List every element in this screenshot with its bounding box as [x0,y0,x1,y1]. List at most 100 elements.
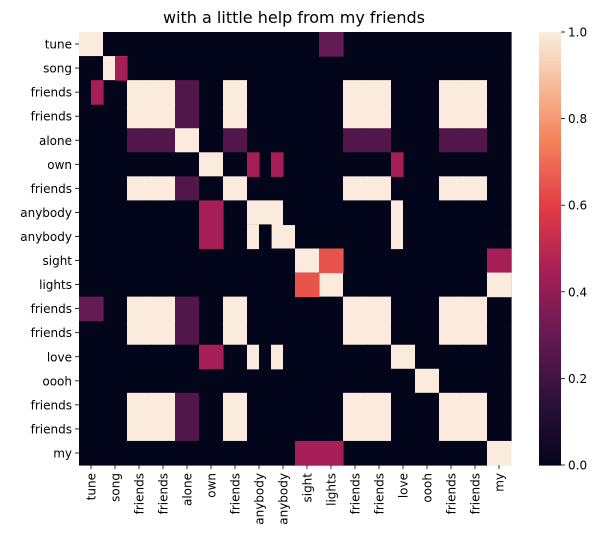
heatmap-cell [439,392,464,418]
heatmap-cell [415,128,440,153]
colorbar-segment [539,457,561,462]
heatmap-cell [127,272,152,298]
heatmap-cell [247,200,272,226]
colorbar-segment [539,111,561,116]
heatmap-cell [319,416,344,442]
heatmap-cell [403,200,416,226]
colorbar-segment [539,295,561,300]
heatmap-cell [199,248,224,274]
heatmap-cell [487,32,512,57]
heatmap-cell [415,272,440,298]
heatmap-cell [199,272,224,298]
colorbar-segment [539,374,561,379]
colorbar-segment [539,252,561,257]
heatmap-cell [463,344,488,370]
colorbar-segment [539,439,561,444]
heatmap-cell [127,128,152,153]
heatmap-cell [463,224,488,250]
heatmap-cell [367,344,392,370]
heatmap-cell [103,80,128,105]
heatmap-cell [199,152,224,177]
heatmap-cell [463,32,488,57]
heatmap-cell [271,344,284,370]
colorbar-segment [539,151,561,156]
heatmap-cell [391,152,404,177]
colorbar-segment [539,234,561,239]
heatmap-cell [223,176,248,201]
heatmap-cell [415,248,440,274]
colorbar-tick-label: 0.6 [568,199,587,213]
heatmap-cell [463,200,488,226]
heatmap-cell [295,440,320,466]
heatmap-cell [367,32,392,57]
heatmap-cell [127,416,152,442]
heatmap-cell [403,224,416,250]
colorbar-segment [539,78,561,84]
heatmap-cell [127,152,152,177]
heatmap-cell [463,128,488,153]
heatmap-cell [487,272,512,298]
heatmap-cell [343,248,368,274]
heatmap-cell [175,272,200,298]
heatmap-cell [391,104,416,129]
heatmap-cell [295,296,320,322]
colorbar-segment [539,414,561,419]
heatmap-cell [271,176,296,201]
colorbar-segment [539,345,561,351]
y-axis-ticks: tune song friends friends alone own friends any… [20,38,79,460]
heatmap-cell [175,368,200,394]
x-tick-label: lights [325,473,339,506]
heatmap-cell [175,296,200,322]
y-tick-label: friends [31,302,72,316]
heatmap-cell [367,104,392,129]
heatmap-cell [439,416,464,442]
colorbar-segment [539,299,561,304]
chart-title: with a little help from my friends [163,8,425,27]
heatmap-cell [151,440,176,466]
heatmap-cell [367,272,392,298]
heatmap-cell [271,152,284,177]
colorbar-segment [539,262,561,268]
colorbar-segment [539,201,561,206]
colorbar-segment [539,64,561,69]
colorbar-segment [539,392,561,398]
colorbar-segment [539,216,561,221]
heatmap-cell [295,320,320,346]
heatmap-cell [391,440,416,466]
colorbar-segment [539,89,561,94]
heatmap-cell [367,296,392,322]
colorbar-segment [539,183,561,188]
heatmap-cell [487,368,512,394]
heatmap-cell [199,344,224,370]
colorbar-segment [539,360,561,365]
y-tick-label: friends [31,182,72,196]
heatmap-cell [175,104,200,129]
heatmap-cell [247,440,272,466]
heatmap-cell [439,344,464,370]
heatmap-cell [271,392,296,418]
colorbar-segment [539,82,561,87]
colorbar-segment [539,461,561,466]
colorbar-segment [539,244,561,250]
heatmap-cell [199,392,224,418]
colorbar-segment [539,161,561,167]
x-tick-label: tune [85,473,99,500]
colorbar-segment [539,313,561,318]
heatmap-cell [487,128,512,153]
colorbar-segment [539,194,561,199]
colorbar-segment [539,349,561,354]
heatmap-cell [223,248,248,274]
heatmap-cell [343,128,368,153]
heatmap-cell [247,80,272,105]
colorbar-tick-label: 0.8 [568,112,587,126]
heatmap-cell [415,176,440,201]
heatmap-cell [175,32,200,57]
y-tick-label: friends [31,110,72,124]
heatmap-cell [151,320,176,346]
y-tick-label: friends [31,326,72,340]
heatmap-cell [151,200,176,226]
colorbar-segment [539,317,561,322]
heatmap-cell [367,440,392,466]
heatmap-cell [367,320,392,346]
heatmap-cell [103,440,128,466]
